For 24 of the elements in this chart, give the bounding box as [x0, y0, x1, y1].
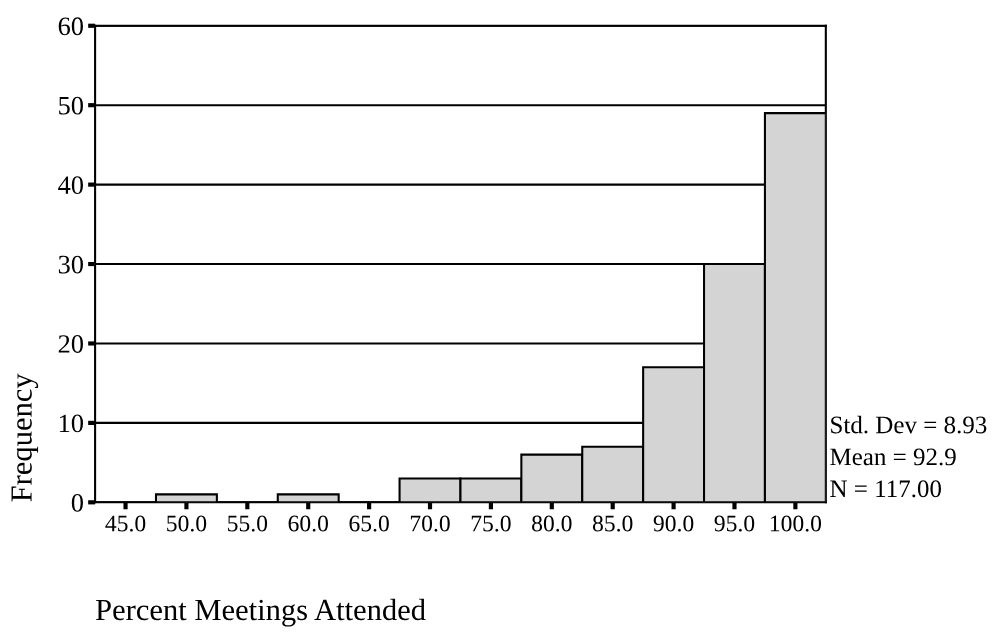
y-tick-label: 40 — [58, 176, 83, 195]
x-tick-label: 95.0 — [714, 515, 755, 532]
x-tick-label: 70.0 — [410, 515, 450, 532]
y-axis-title: Frequency — [11, 373, 39, 502]
y-tick-label: 30 — [58, 255, 83, 274]
text: Std. Dev = 8.93 — [831, 415, 987, 434]
y-tick-label: 50 — [59, 96, 83, 115]
x-tick-label: 45.0 — [105, 515, 146, 532]
x-axis-title: Percent Meetings Attended — [95, 598, 426, 627]
x-tick-label: 100.0 — [770, 515, 822, 532]
x-tick-label: 55.0 — [228, 515, 268, 532]
y-tick-label: 60 — [58, 17, 83, 36]
x-tick-label: 60.0 — [288, 515, 328, 532]
y-tick-label: 0 — [71, 493, 83, 512]
x-tick-label: 85.0 — [592, 515, 633, 532]
x-tick-label: 50.0 — [167, 515, 207, 532]
x-tick-label: 75.0 — [471, 515, 511, 532]
x-tick-label: 90.0 — [653, 515, 694, 532]
text: N = 117.00 — [830, 480, 941, 498]
x-tick-label: 80.0 — [532, 515, 572, 532]
x-tick-label: 65.0 — [349, 515, 389, 532]
y-tick-label: 20 — [58, 335, 83, 353]
y-tick-label: 10 — [59, 414, 83, 433]
text: Mean = 92.9 — [830, 448, 956, 466]
